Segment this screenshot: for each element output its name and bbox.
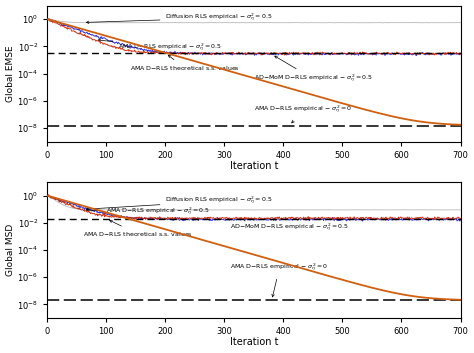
Text: AMA D$-$RLS theoretical s.s. values: AMA D$-$RLS theoretical s.s. values <box>83 220 193 238</box>
Text: AMA D$-$RLS theoretical s.s. values: AMA D$-$RLS theoretical s.s. values <box>130 55 240 72</box>
X-axis label: Iteration t: Iteration t <box>230 337 278 347</box>
Text: Diffusion RLS empirical $-$ $\sigma_{\eta}^2{=}0.5$: Diffusion RLS empirical $-$ $\sigma_{\et… <box>86 12 273 24</box>
Y-axis label: Global EMSE: Global EMSE <box>6 45 15 102</box>
Y-axis label: Global MSD: Global MSD <box>6 224 15 276</box>
Text: Diffusion RLS empirical $-$ $\sigma_{\eta}^2{=}0.5$: Diffusion RLS empirical $-$ $\sigma_{\et… <box>86 195 273 210</box>
X-axis label: Iteration t: Iteration t <box>230 161 278 171</box>
Text: AMA D$-$RLS empirical $-$ $\sigma_{\eta}^2{=}0$: AMA D$-$RLS empirical $-$ $\sigma_{\eta}… <box>254 104 352 123</box>
Text: AMA D$-$RLS empirical $-$ $\sigma_{\eta}^2{=}0$: AMA D$-$RLS empirical $-$ $\sigma_{\eta}… <box>230 262 328 297</box>
Text: AMA D$-$RLS empirical $-$ $\sigma_{\eta}^2{=}0.5$: AMA D$-$RLS empirical $-$ $\sigma_{\eta}… <box>98 39 222 54</box>
Text: AD$-$MoM D$-$RLS empirical $-$ $\sigma_{\eta}^2{=}0.5$: AD$-$MoM D$-$RLS empirical $-$ $\sigma_{… <box>230 219 349 234</box>
Text: AD$-$MoM D$-$RLS empirical $-$ $\sigma_{\eta}^2{=}0.5$: AD$-$MoM D$-$RLS empirical $-$ $\sigma_{… <box>254 56 373 85</box>
Text: AMA D$-$RLS empirical $-$ $\sigma_{\eta}^2{=}0.5$: AMA D$-$RLS empirical $-$ $\sigma_{\eta}… <box>86 206 210 218</box>
